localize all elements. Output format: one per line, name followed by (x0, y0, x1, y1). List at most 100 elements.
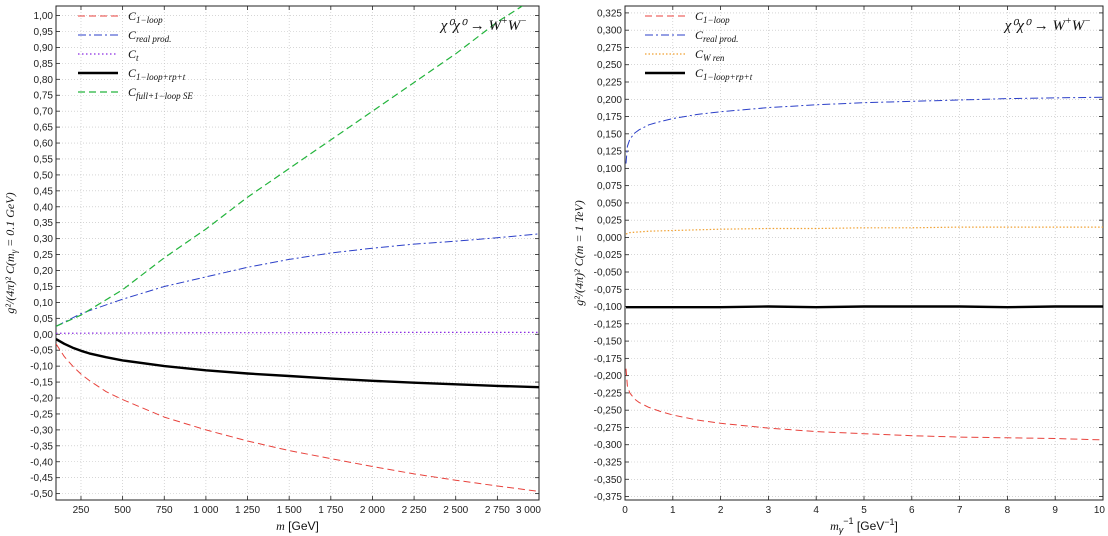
x-tick-label: 2 000 (360, 505, 385, 516)
y-tick-label: 1,00 (34, 11, 54, 22)
y-tick-label: 0,250 (597, 60, 622, 71)
x-tick-label: 4 (813, 505, 819, 516)
y-tick-label: 0,50 (34, 170, 54, 181)
legend-entry-sub: full+1−loop SE (136, 91, 193, 101)
y-tick-label: 0,95 (34, 27, 54, 38)
y-tick-label: -0,225 (594, 388, 623, 399)
y-tick-label: -0,375 (594, 492, 623, 503)
process-annotation-sup1: + (1065, 16, 1072, 27)
x-tick-label: 0 (622, 505, 628, 516)
legend-entry: CW ren (695, 47, 725, 63)
x-tick-label: 9 (1052, 505, 1058, 516)
y-tick-label: -0,10 (30, 362, 53, 373)
legend-entry-sub: 1−loop (136, 15, 163, 25)
series-line-2 (625, 226, 1103, 235)
legend-entry: Creal prod. (695, 28, 738, 44)
legend-entry-sub: real prod. (136, 34, 171, 44)
series-line-3 (626, 305, 1103, 309)
y-tick-label: 0,55 (34, 154, 54, 165)
y-tick-label: 0,150 (597, 129, 622, 140)
y-tick-label: -0,175 (594, 354, 623, 365)
y-tick-label: -0,35 (30, 441, 53, 452)
series-line-3 (56, 338, 539, 389)
series-line-0 (56, 343, 539, 492)
x-tick-label: 2 250 (402, 505, 427, 516)
process-annotation-sup1: + (501, 16, 508, 27)
legend-entry-name: C (128, 66, 137, 80)
legend-entry-name: C (128, 28, 137, 42)
x-tick-label: 1 750 (318, 505, 343, 516)
x-tick-label: 1 (670, 505, 676, 516)
process-annotation: χ⁰χ⁰ → W+W− (1003, 16, 1091, 34)
tick-labels: -0,375 -0,350 -0,325 -0,300 -0,275 -0,250 -0,2… (594, 6, 1105, 516)
y-tick-label: -0,40 (30, 457, 53, 468)
y-tick-label: 0,175 (597, 112, 622, 123)
legend-entry: C1−loop+rp+t (695, 66, 753, 82)
y-tick-label: 0,300 (597, 26, 622, 37)
x-tick-label: 1 250 (235, 505, 260, 516)
series-line-0 (625, 368, 1103, 441)
series-line-4 (56, 6, 523, 327)
chart-right: -0,375 -0,350 -0,325 -0,300 -0,275 -0,250 -0,2… (572, 5, 1105, 535)
y-tick-label: 0,90 (34, 43, 54, 54)
x-tick-label: 2 750 (485, 505, 510, 516)
legend-entry-sub: 1−loop+rp+t (136, 72, 186, 82)
y-axis-title-sub: γ (9, 249, 19, 253)
y-tick-label: 0,225 (597, 78, 622, 89)
x-axis-unit: [GeV (854, 519, 885, 533)
legend-entry: Creal prod. (128, 28, 171, 44)
process-annotation-mid: W (1072, 18, 1086, 34)
y-tick-label: -0,05 (30, 346, 53, 357)
legend-entry-name: C (128, 9, 137, 23)
y-axis-title: g²/(4π)² C(mγ = 0.1 GeV) (3, 192, 19, 313)
y-tick-label: -0,100 (594, 302, 623, 313)
series-lines (56, 6, 539, 492)
y-axis-title-rest: = 0.1 GeV) (3, 192, 17, 249)
x-tick-label: 8 (1005, 505, 1011, 516)
x-tick-label: 2 (718, 505, 724, 516)
legend-entry-sub: t (136, 53, 139, 63)
x-tick-label: 1 500 (277, 505, 302, 516)
y-tick-label: -0,325 (594, 458, 623, 469)
y-tick-label: 0,125 (597, 147, 622, 158)
legend-entry: C1−loop+rp+t (128, 66, 186, 82)
y-tick-label: -0,275 (594, 423, 623, 434)
y-axis-title: g²/(4π)² C(m = 1 TeV) (572, 200, 586, 306)
y-axis-title-main: g²/(4π)² C(m (3, 253, 17, 314)
legend-entry-name: C (128, 85, 137, 99)
x-axis-unit-sup: −1 (884, 517, 894, 527)
y-tick-label: -0,15 (30, 378, 53, 389)
x-axis-unit-end: ] (895, 519, 898, 533)
x-axis-var: m (276, 519, 285, 533)
x-tick-label: 6 (909, 505, 915, 516)
y-tick-label: -0,075 (594, 285, 623, 296)
y-tick-label: 0,30 (34, 234, 54, 245)
y-tick-label: -0,300 (594, 440, 623, 451)
legend-entry-name: C (695, 47, 704, 61)
y-tick-label: 0,00 (34, 330, 54, 341)
y-tick-label: 0,075 (597, 181, 622, 192)
legend-entry: Cfull+1−loop SE (128, 85, 193, 101)
x-axis-title: m [GeV] (276, 519, 319, 533)
x-axis-var: m (830, 519, 839, 533)
y-tick-label: -0,150 (594, 337, 623, 348)
y-tick-label: 0,65 (34, 123, 54, 134)
y-tick-label: 0,75 (34, 91, 54, 102)
y-tick-label: 0,200 (597, 95, 622, 106)
y-tick-label: 0,10 (34, 298, 54, 309)
legend-entry: C1−loop (128, 9, 163, 25)
y-tick-label: 0,25 (34, 250, 54, 261)
y-tick-label: -0,45 (30, 473, 53, 484)
tick-labels: -0,50 -0,45 -0,40 -0,35 -0,30 -0,25 -0,20 -0,15… (30, 6, 541, 516)
legend-entry: C1−loop (695, 9, 730, 25)
chart-left: -0,50 -0,45 -0,40 -0,35 -0,30 -0,25 -0,20 -0,15… (3, 5, 541, 533)
y-tick-label: 0,60 (34, 139, 54, 150)
series-line-1 (56, 233, 539, 327)
gridlines (624, 6, 1104, 500)
process-annotation-mid: W (508, 18, 522, 34)
y-tick-label: 0,100 (597, 164, 622, 175)
y-tick-label: -0,20 (30, 394, 53, 405)
legend-entry-sub: real prod. (703, 34, 738, 44)
process-annotation-main: χ⁰χ⁰ → W (1003, 18, 1067, 34)
